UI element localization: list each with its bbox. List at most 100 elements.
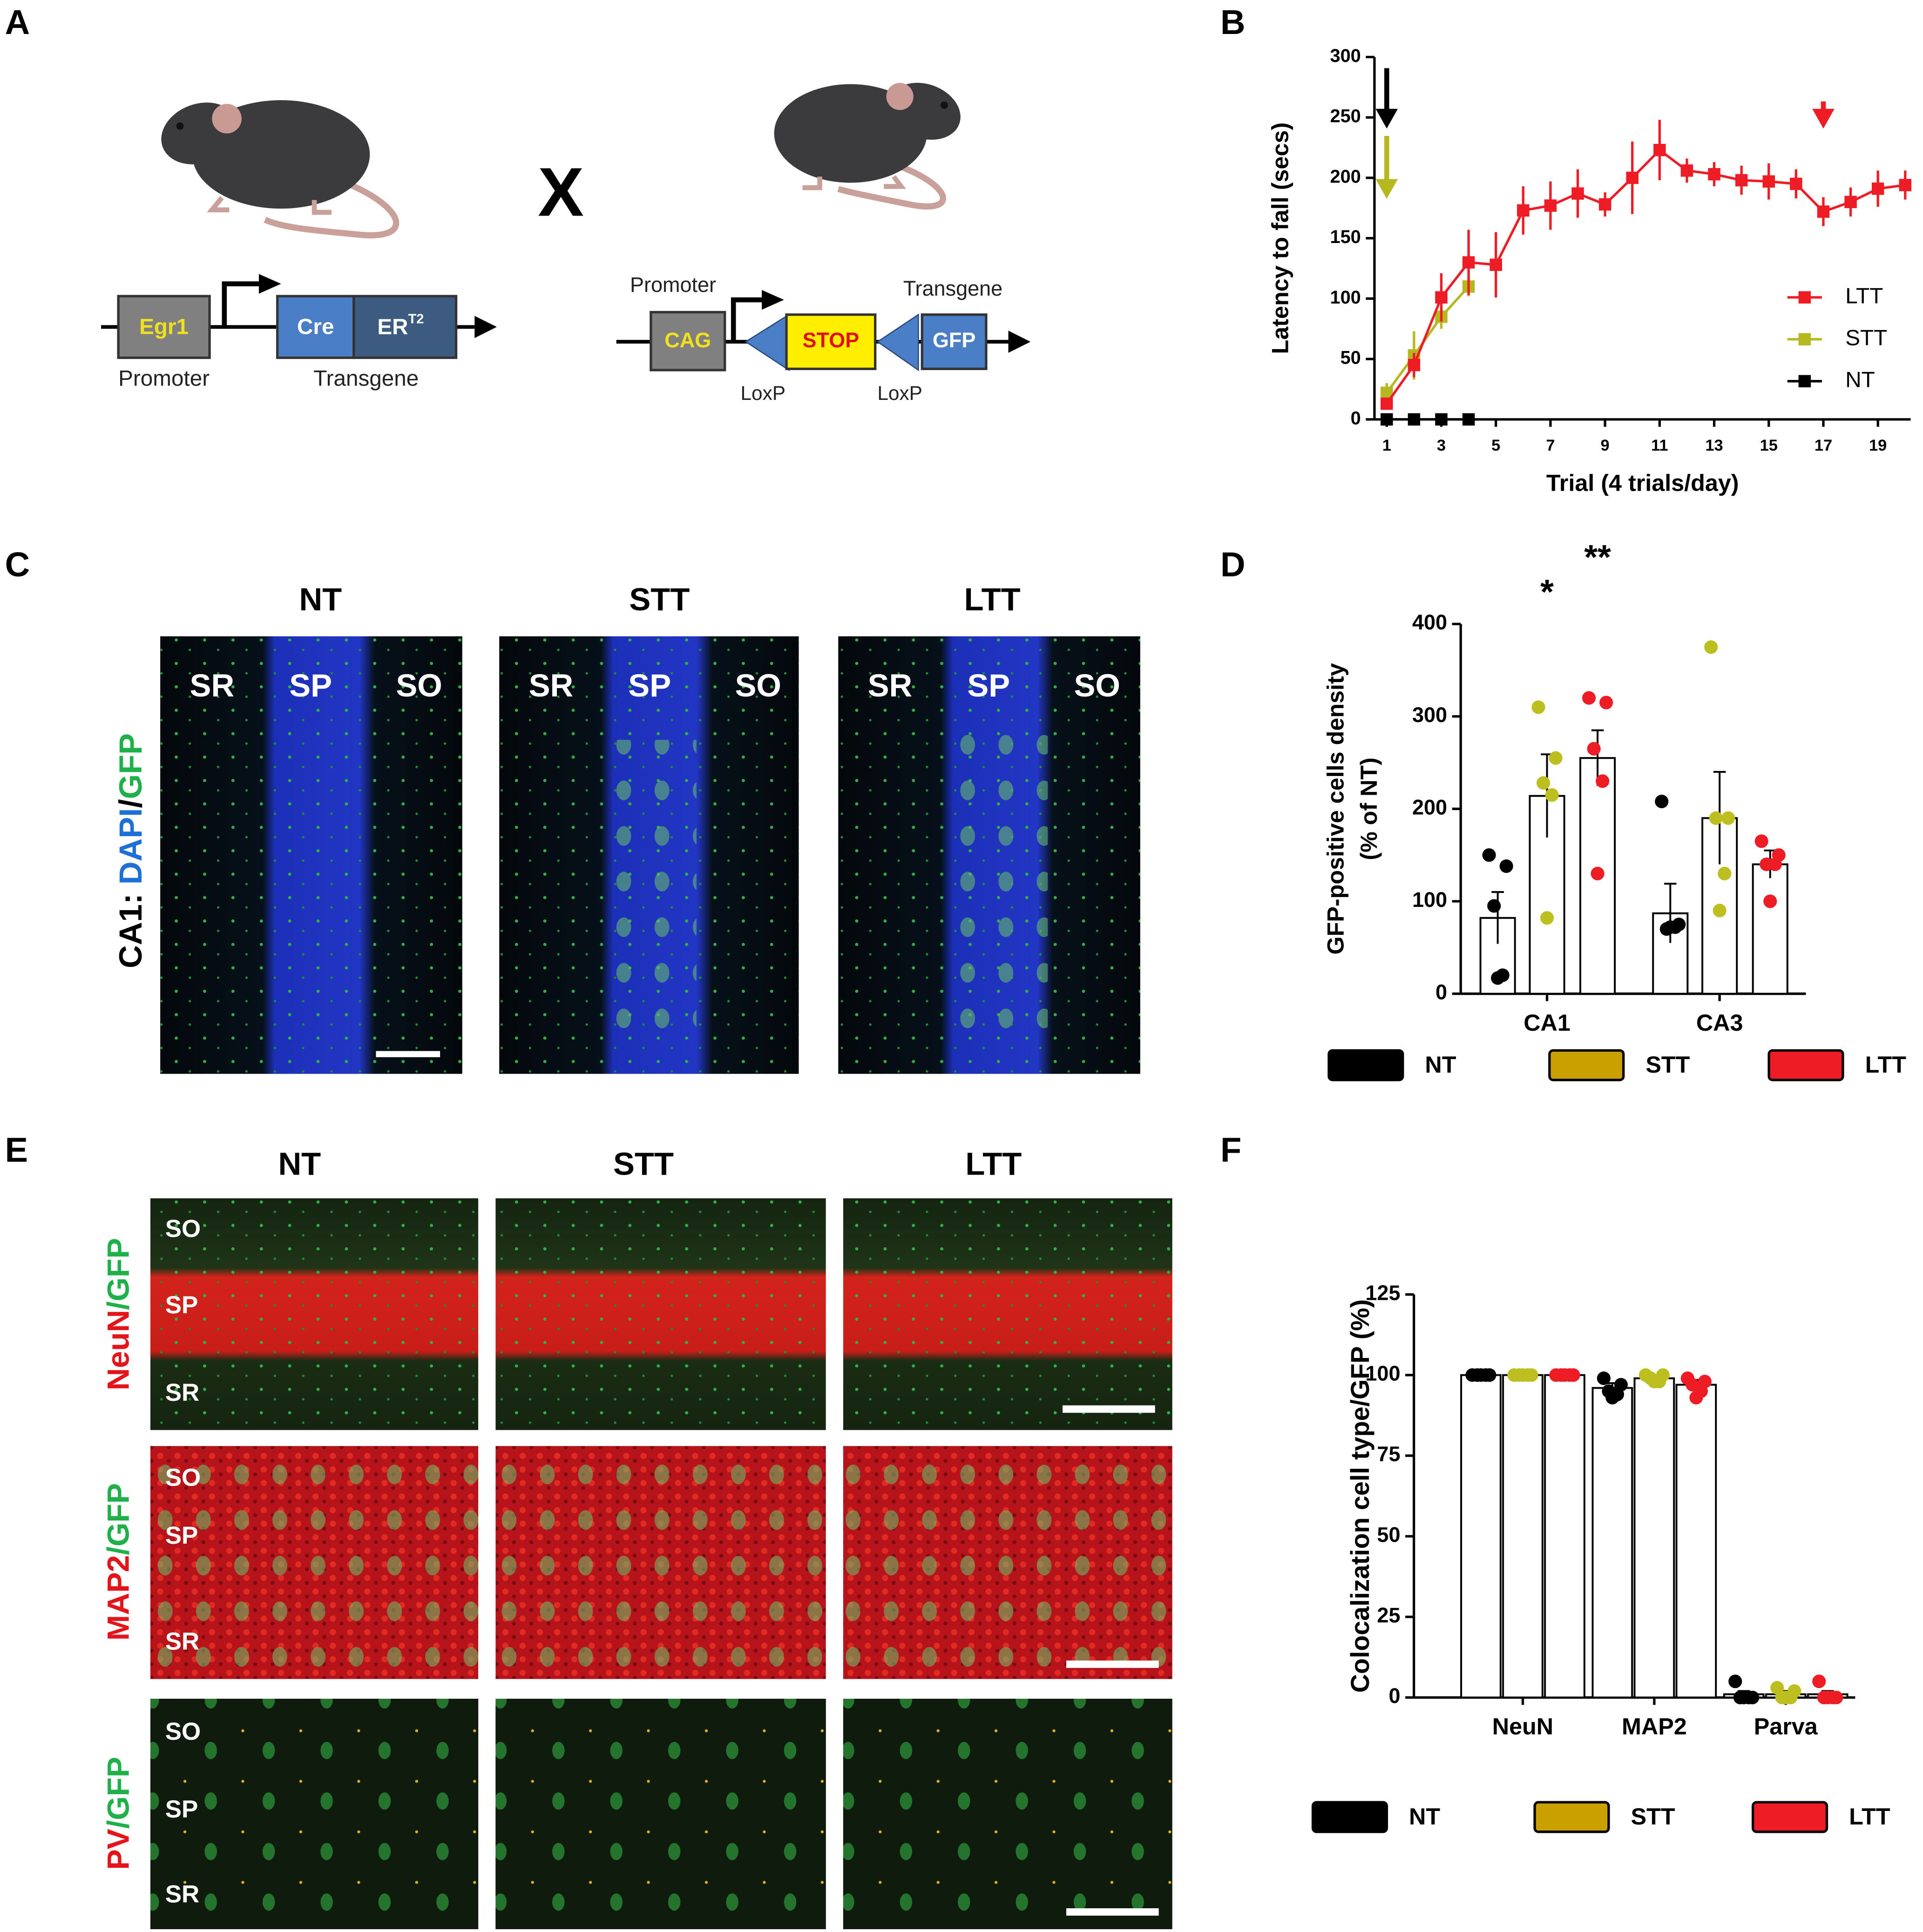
point-marker [1490,258,1502,271]
data-point [1704,640,1718,654]
stain-label: MAP2/GFP [102,1483,136,1641]
layer-label: SR [190,668,235,703]
x-tick-label: 11 [1651,437,1668,454]
x-tick-label: NeuN [1492,1713,1553,1740]
point-marker [1680,164,1693,177]
loxp-site [876,313,919,372]
layer-label: SR [868,668,913,703]
gap [826,1446,843,1679]
point-marker [1626,171,1639,184]
y-tick-label: 50 [1341,348,1361,368]
layer-label: SO [165,1464,201,1492]
x-tick-label: MAP2 [1622,1713,1687,1740]
panel-letter: B [1220,3,1246,41]
legend-swatch [1548,1049,1625,1081]
stain-part: CA1: [113,885,149,968]
arrow-head [1375,179,1398,199]
layer-label: SR [165,1379,200,1406]
panel-letter: A [5,3,30,41]
arrow-head [1812,108,1835,129]
mouse-eye [940,101,948,109]
mouse-tail [264,182,399,238]
data-point [1540,911,1554,925]
layer-label: SP [967,668,1010,703]
bar [1591,1387,1633,1699]
bar [1502,1374,1544,1699]
layer-label: SO [165,1215,201,1243]
y-tick-label: 75 [1377,1442,1400,1466]
y-axis-title: (% of NT) [1355,757,1382,860]
legend-label: LTT [1865,1051,1907,1078]
micrograph-cells [955,715,1048,1036]
layer-label: SR [529,668,574,703]
y-tick-label: 0 [1388,1684,1400,1708]
column-title: NT [278,1146,321,1182]
data-point [1713,904,1727,918]
bar [1675,1384,1717,1699]
x-tick-label: CA3 [1696,1009,1743,1036]
bar [1752,863,1788,995]
stain-part: GFP [113,733,149,799]
legend-label: LTT [1845,284,1883,308]
series-line [1386,148,1906,405]
stain-label: CA1: DAPI/GFP [113,733,149,968]
point-marker [1381,413,1393,426]
mouse-body [774,84,927,183]
x-tick-label: 13 [1705,437,1723,454]
data-point [1754,834,1768,848]
x-tick-label: 1 [1382,437,1391,454]
tss-arrow [222,281,262,327]
y-tick-label: 200 [1412,795,1447,819]
point-marker [1381,397,1393,410]
panel-c-images [160,636,1140,1074]
point-marker [1790,177,1802,190]
tss-arrowhead [762,290,784,310]
bar [1633,1377,1675,1699]
er-text: ERT2 [377,311,424,339]
mouse-tail [837,161,946,210]
data-point [1596,774,1610,788]
data-point [1763,894,1777,908]
legend-label: NT [1409,1803,1440,1830]
point-marker [1899,179,1912,191]
legend-label: STT [1845,325,1887,350]
loxp-label: LoxP [741,382,786,404]
point-marker [1735,174,1748,187]
mouse-ear [212,104,242,134]
x-tick-label: 5 [1491,437,1500,454]
stop-box [785,313,877,370]
y-tick-label: 400 [1412,610,1447,634]
legend-swatch [1311,1801,1388,1833]
y-tick-label: 250 [1330,106,1361,127]
data-point [1768,858,1782,871]
data-point [1591,866,1605,881]
layer-label: SO [165,1718,201,1745]
data-point [1545,788,1559,802]
legend-marker [1798,375,1811,388]
legend-swatch [1327,1049,1404,1081]
significance-label: ** [1584,538,1611,576]
point-marker [1462,256,1475,269]
micrograph [495,1698,826,1929]
point-marker [1871,182,1884,195]
tss-arrowhead [258,274,281,294]
x-tick-label: 17 [1815,437,1832,454]
y-tick-label: 300 [1330,46,1361,66]
gap [478,1446,496,1679]
layer-label: SP [165,1522,198,1549]
legend-label: NT [1845,367,1875,392]
y-axis-title: GFP-positive cells density [1322,663,1349,954]
data-point [1737,1690,1751,1704]
data-point [1663,920,1677,934]
stain-part: MAP2 [102,1555,136,1641]
stain-part: / [113,799,149,808]
legend-marker [1798,291,1811,304]
layer-label: SP [165,1796,198,1823]
y-axis-title: Latency to fall (secs) [1267,122,1293,354]
data-point [1718,866,1732,881]
data-point [1655,795,1669,809]
stain-part: PV [102,1829,136,1870]
gfp-text: GFP [933,328,976,352]
